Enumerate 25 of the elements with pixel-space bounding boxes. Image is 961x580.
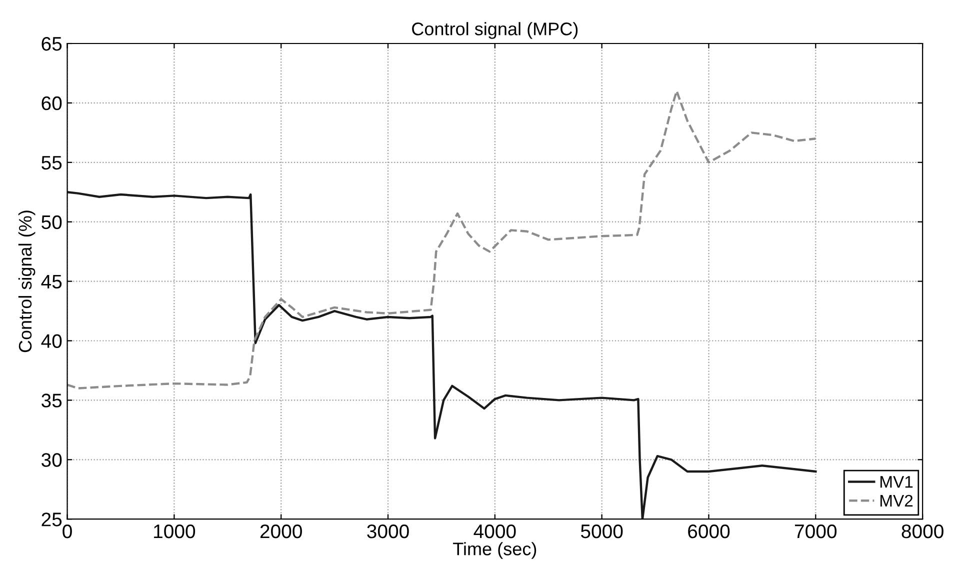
y-tick-label: 60 xyxy=(42,96,62,110)
chart-title: Control signal (MPC) xyxy=(412,22,578,39)
x-tick-label: 2000 xyxy=(260,524,302,538)
x-tick-label: 3000 xyxy=(367,524,409,538)
x-tick-label: 8000 xyxy=(902,524,944,538)
y-tick-label: 25 xyxy=(42,512,62,526)
x-tick-label: 0 xyxy=(62,524,72,538)
x-tick-label: 7000 xyxy=(795,524,837,538)
legend-label: MV1 xyxy=(880,476,913,488)
x-axis-title: Time (sec) xyxy=(453,542,536,559)
y-tick-label: 30 xyxy=(42,453,62,467)
x-tick-label: 5000 xyxy=(580,524,623,538)
y-tick-label: 55 xyxy=(42,156,62,170)
y-axis-title: Control signal (%) xyxy=(18,210,36,352)
y-tick-label: 65 xyxy=(42,36,62,51)
y-tick-label: 35 xyxy=(42,394,62,408)
x-tick-label: 6000 xyxy=(688,524,730,538)
y-tick-label: 50 xyxy=(42,215,62,230)
line-series xyxy=(67,191,817,520)
y-tick-label: 40 xyxy=(41,334,62,348)
legend-label: MV2 xyxy=(880,494,913,506)
y-tick-label: 45 xyxy=(41,274,62,289)
line-series xyxy=(67,90,817,390)
x-tick-label: 4000 xyxy=(474,524,516,538)
x-tick-label: 1000 xyxy=(154,524,196,538)
